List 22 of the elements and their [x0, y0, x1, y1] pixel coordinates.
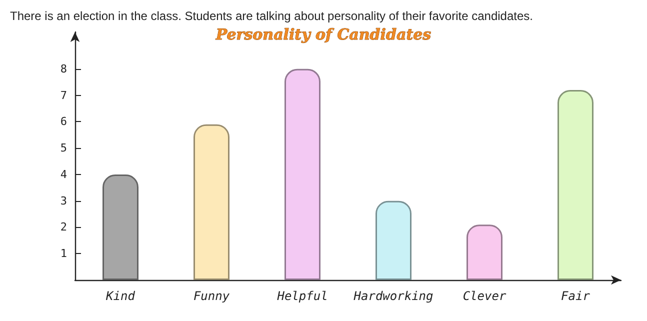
bar	[102, 174, 138, 280]
y-tick-label: 2	[60, 220, 67, 234]
x-tick-label: Helpful	[276, 289, 328, 303]
bar	[376, 200, 412, 280]
x-tick-label: Funny	[193, 289, 230, 303]
y-tick-label: 3	[60, 194, 67, 208]
bar	[284, 68, 320, 280]
bar	[558, 90, 594, 280]
chart-title: Personality of Candidates	[214, 26, 432, 44]
y-tick-label: 6	[60, 115, 67, 128]
y-tick-label: 4	[60, 168, 68, 181]
bar	[466, 224, 502, 280]
x-tick-label: Clever	[462, 289, 507, 303]
y-tick-label: 8	[60, 62, 67, 76]
x-tick-label: Fair	[561, 289, 591, 303]
bar	[194, 124, 230, 280]
y-tick-label: 7	[60, 88, 67, 102]
x-tick-label: Hardworking	[352, 289, 434, 303]
y-tick-label: 1	[60, 247, 67, 260]
x-tick-label: Kind	[105, 289, 136, 303]
text: There is an election in the class. Students are talking about personality of their favorite candidates.	[10, 9, 533, 23]
y-tick-label: 5	[60, 142, 67, 155]
